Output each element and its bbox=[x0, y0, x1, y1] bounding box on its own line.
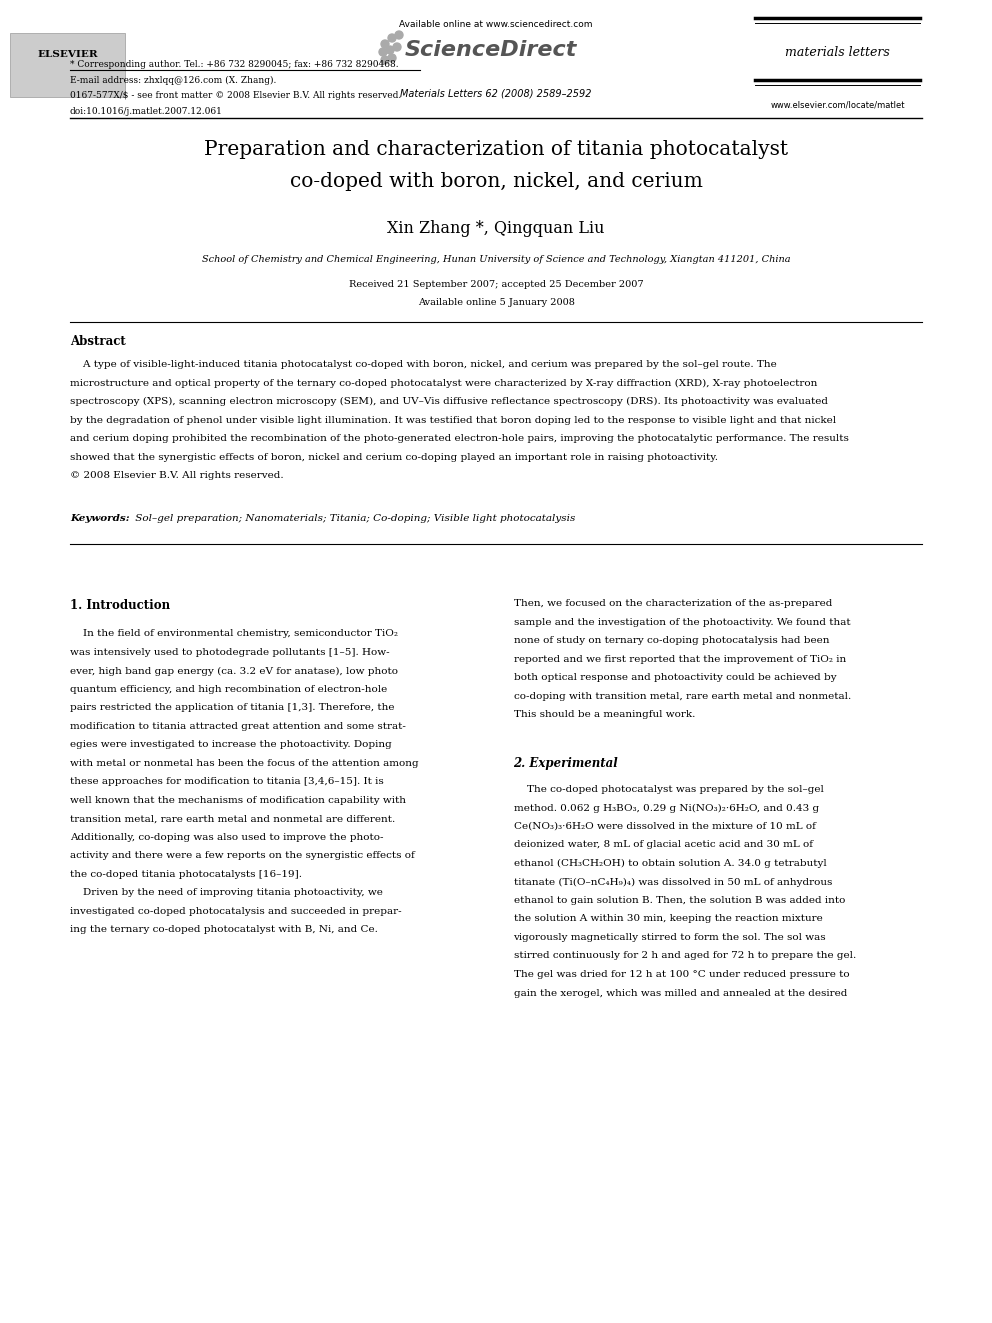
Text: by the degradation of phenol under visible light illumination. It was testified : by the degradation of phenol under visib… bbox=[70, 415, 836, 425]
Text: egies were investigated to increase the photoactivity. Doping: egies were investigated to increase the … bbox=[70, 741, 392, 750]
Text: co-doping with transition metal, rare earth metal and nonmetal.: co-doping with transition metal, rare ea… bbox=[514, 692, 851, 701]
Text: the co-doped titania photocatalysts [16–19].: the co-doped titania photocatalysts [16–… bbox=[70, 871, 302, 878]
Text: Additionally, co-doping was also used to improve the photo-: Additionally, co-doping was also used to… bbox=[70, 833, 384, 841]
Text: ethanol (CH₃CH₂OH) to obtain solution A. 34.0 g tetrabutyl: ethanol (CH₃CH₂OH) to obtain solution A.… bbox=[514, 859, 826, 868]
Text: ethanol to gain solution B. Then, the solution B was added into: ethanol to gain solution B. Then, the so… bbox=[514, 896, 845, 905]
Text: Preparation and characterization of titania photocatalyst: Preparation and characterization of tita… bbox=[204, 140, 788, 159]
Text: A type of visible-light-induced titania photocatalyst co-doped with boron, nicke: A type of visible-light-induced titania … bbox=[70, 360, 777, 369]
Text: The gel was dried for 12 h at 100 °C under reduced pressure to: The gel was dried for 12 h at 100 °C und… bbox=[514, 970, 849, 979]
Text: co-doped with boron, nickel, and cerium: co-doped with boron, nickel, and cerium bbox=[290, 172, 702, 191]
Text: Available online at www.sciencedirect.com: Available online at www.sciencedirect.co… bbox=[399, 20, 593, 29]
Circle shape bbox=[395, 30, 403, 38]
Text: Then, we focused on the characterization of the as-prepared: Then, we focused on the characterization… bbox=[514, 599, 832, 609]
Text: investigated co-doped photocatalysis and succeeded in prepar-: investigated co-doped photocatalysis and… bbox=[70, 908, 402, 916]
Circle shape bbox=[381, 56, 389, 64]
Text: In the field of environmental chemistry, semiconductor TiO₂: In the field of environmental chemistry,… bbox=[70, 630, 398, 639]
Text: E-mail address: zhxlqq@126.com (X. Zhang).: E-mail address: zhxlqq@126.com (X. Zhang… bbox=[70, 75, 277, 85]
Text: Keywords:: Keywords: bbox=[70, 515, 130, 524]
Text: Materials Letters 62 (2008) 2589–2592: Materials Letters 62 (2008) 2589–2592 bbox=[400, 89, 592, 98]
Text: materials letters: materials letters bbox=[785, 45, 890, 58]
Circle shape bbox=[388, 34, 396, 42]
Text: quantum efficiency, and high recombination of electron-hole: quantum efficiency, and high recombinati… bbox=[70, 685, 387, 695]
Text: activity and there were a few reports on the synergistic effects of: activity and there were a few reports on… bbox=[70, 852, 415, 860]
Text: ELSEVIER: ELSEVIER bbox=[37, 50, 98, 60]
Text: was intensively used to photodegrade pollutants [1–5]. How-: was intensively used to photodegrade pol… bbox=[70, 648, 390, 658]
Text: deionized water, 8 mL of glacial acetic acid and 30 mL of: deionized water, 8 mL of glacial acetic … bbox=[514, 840, 812, 849]
Text: both optical response and photoactivity could be achieved by: both optical response and photoactivity … bbox=[514, 673, 836, 683]
Text: Xin Zhang *, Qingquan Liu: Xin Zhang *, Qingquan Liu bbox=[387, 220, 605, 237]
Text: none of study on ternary co-doping photocatalysis had been: none of study on ternary co-doping photo… bbox=[514, 636, 829, 646]
Text: Sol–gel preparation; Nanomaterials; Titania; Co-doping; Visible light photocatal: Sol–gel preparation; Nanomaterials; Tita… bbox=[132, 515, 575, 524]
Text: stirred continuously for 2 h and aged for 72 h to prepare the gel.: stirred continuously for 2 h and aged fo… bbox=[514, 951, 856, 960]
Text: Abstract: Abstract bbox=[70, 335, 126, 348]
Text: This should be a meaningful work.: This should be a meaningful work. bbox=[514, 710, 694, 720]
Text: 0167-577X/$ - see front matter © 2008 Elsevier B.V. All rights reserved.: 0167-577X/$ - see front matter © 2008 El… bbox=[70, 91, 401, 101]
Text: vigorously magnetically stirred to form the sol. The sol was: vigorously magnetically stirred to form … bbox=[514, 933, 826, 942]
Text: Ce(NO₃)₃·6H₂O were dissolved in the mixture of 10 mL of: Ce(NO₃)₃·6H₂O were dissolved in the mixt… bbox=[514, 822, 815, 831]
Circle shape bbox=[381, 40, 389, 48]
Text: 2. Experimental: 2. Experimental bbox=[514, 757, 618, 770]
Text: the solution A within 30 min, keeping the reaction mixture: the solution A within 30 min, keeping th… bbox=[514, 914, 822, 923]
Text: doi:10.1016/j.matlet.2007.12.061: doi:10.1016/j.matlet.2007.12.061 bbox=[70, 106, 223, 115]
Text: these approaches for modification to titania [3,4,6–15]. It is: these approaches for modification to tit… bbox=[70, 778, 384, 786]
Text: ing the ternary co-doped photocatalyst with B, Ni, and Ce.: ing the ternary co-doped photocatalyst w… bbox=[70, 926, 378, 934]
Text: The co-doped photocatalyst was prepared by the sol–gel: The co-doped photocatalyst was prepared … bbox=[514, 785, 823, 794]
Text: sample and the investigation of the photoactivity. We found that: sample and the investigation of the phot… bbox=[514, 618, 850, 627]
Text: transition metal, rare earth metal and nonmetal are different.: transition metal, rare earth metal and n… bbox=[70, 815, 395, 823]
Text: pairs restricted the application of titania [1,3]. Therefore, the: pairs restricted the application of tita… bbox=[70, 704, 395, 713]
Text: gain the xerogel, which was milled and annealed at the desired: gain the xerogel, which was milled and a… bbox=[514, 988, 847, 998]
Text: modification to titania attracted great attention and some strat-: modification to titania attracted great … bbox=[70, 722, 406, 732]
Circle shape bbox=[393, 44, 401, 52]
Text: 1. Introduction: 1. Introduction bbox=[70, 599, 170, 613]
Circle shape bbox=[386, 46, 394, 54]
Text: Driven by the need of improving titania photoactivity, we: Driven by the need of improving titania … bbox=[70, 889, 383, 897]
Text: with metal or nonmetal has been the focus of the attention among: with metal or nonmetal has been the focu… bbox=[70, 759, 419, 767]
Text: School of Chemistry and Chemical Engineering, Hunan University of Science and Te: School of Chemistry and Chemical Enginee… bbox=[201, 255, 791, 265]
Text: Available online 5 January 2008: Available online 5 January 2008 bbox=[418, 298, 574, 307]
Text: www.elsevier.com/locate/matlet: www.elsevier.com/locate/matlet bbox=[770, 101, 905, 108]
Text: method. 0.062 g H₃BO₃, 0.29 g Ni(NO₃)₂·6H₂O, and 0.43 g: method. 0.062 g H₃BO₃, 0.29 g Ni(NO₃)₂·6… bbox=[514, 803, 818, 812]
Circle shape bbox=[379, 48, 387, 56]
Text: reported and we first reported that the improvement of TiO₂ in: reported and we first reported that the … bbox=[514, 655, 846, 664]
Text: spectroscopy (XPS), scanning electron microscopy (SEM), and UV–Vis diffusive ref: spectroscopy (XPS), scanning electron mi… bbox=[70, 397, 828, 406]
Text: ScienceDirect: ScienceDirect bbox=[405, 40, 577, 60]
Text: showed that the synergistic effects of boron, nickel and cerium co-doping played: showed that the synergistic effects of b… bbox=[70, 452, 718, 462]
Text: © 2008 Elsevier B.V. All rights reserved.: © 2008 Elsevier B.V. All rights reserved… bbox=[70, 471, 284, 480]
Circle shape bbox=[388, 54, 396, 62]
FancyBboxPatch shape bbox=[10, 33, 125, 97]
Text: microstructure and optical property of the ternary co-doped photocatalyst were c: microstructure and optical property of t… bbox=[70, 378, 817, 388]
Text: well known that the mechanisms of modification capability with: well known that the mechanisms of modifi… bbox=[70, 796, 406, 804]
Text: Received 21 September 2007; accepted 25 December 2007: Received 21 September 2007; accepted 25 … bbox=[348, 280, 644, 288]
Text: titanate (Ti(O–nC₄H₉)₄) was dissolved in 50 mL of anhydrous: titanate (Ti(O–nC₄H₉)₄) was dissolved in… bbox=[514, 877, 832, 886]
Text: * Corresponding author. Tel.: +86 732 8290045; fax: +86 732 8290468.: * Corresponding author. Tel.: +86 732 82… bbox=[70, 60, 399, 69]
Text: ever, high band gap energy (ca. 3.2 eV for anatase), low photo: ever, high band gap energy (ca. 3.2 eV f… bbox=[70, 667, 398, 676]
Text: and cerium doping prohibited the recombination of the photo-generated electron-h: and cerium doping prohibited the recombi… bbox=[70, 434, 849, 443]
